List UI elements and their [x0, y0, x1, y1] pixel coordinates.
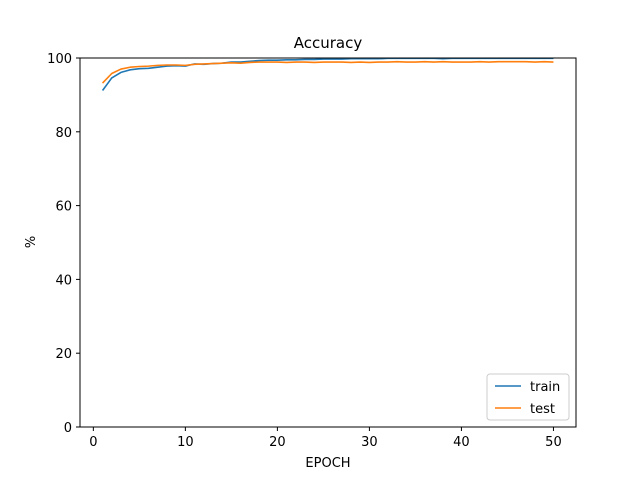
x-tick-label: 30 [361, 435, 378, 450]
legend-label-test: test [530, 402, 555, 417]
axis-ticks: 0 10 20 30 40 50 0 20 40 60 80 100 [47, 52, 562, 450]
legend-label-train: train [530, 380, 560, 395]
y-tick-label: 20 [55, 347, 72, 362]
x-tick-label: 20 [269, 435, 286, 450]
y-tick-label: 100 [47, 52, 72, 67]
x-tick-label: 50 [545, 435, 562, 450]
y-tick-label: 40 [55, 273, 72, 288]
x-tick-label: 0 [89, 435, 97, 450]
x-tick-label: 40 [453, 435, 470, 450]
legend: train test [486, 373, 570, 421]
y-tick-label: 80 [55, 126, 72, 141]
y-tick-label: 0 [64, 421, 72, 436]
x-axis-label: EPOCH [305, 456, 350, 471]
series-line-test [101, 60, 554, 84]
x-tick-label: 10 [177, 435, 194, 450]
plot-frame [79, 57, 577, 428]
y-tick-label: 60 [55, 200, 72, 215]
chart-title: Accuracy [294, 34, 363, 52]
y-axis-label: % [24, 236, 39, 248]
